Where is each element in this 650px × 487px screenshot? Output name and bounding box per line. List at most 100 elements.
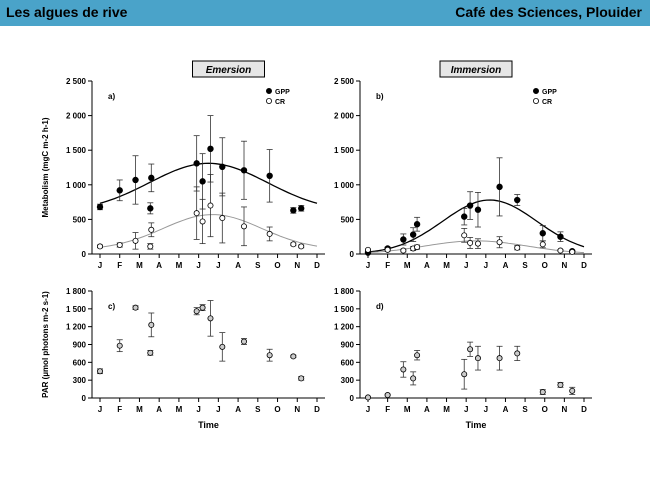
title-box	[192, 60, 265, 78]
panel-label: a)	[108, 92, 115, 101]
chart-panel-b: 0 500 1 000 1 500 2 000 2 500 J F M A M J J A S O N Db) Im…	[334, 60, 592, 270]
data-point-par	[400, 366, 407, 373]
data-point-cr	[569, 248, 576, 255]
x-tick-label: J	[366, 261, 370, 270]
data-point-gpp	[514, 196, 521, 204]
data-point-par	[414, 352, 421, 359]
data-point-par	[467, 346, 474, 353]
data-point-par	[496, 355, 503, 362]
x-tick-label: D	[314, 261, 320, 270]
y-axis-label: PAR (µmol photons m-2 s-1)	[41, 291, 50, 398]
y-tick-label: 600	[341, 358, 355, 367]
data-point-par	[557, 381, 564, 388]
y-tick-label: 900	[341, 341, 355, 350]
data-point-gpp	[219, 163, 226, 171]
x-tick-label: M	[443, 405, 450, 414]
data-point-cr	[364, 246, 371, 253]
x-tick-label: J	[484, 261, 488, 270]
data-point-gpp	[413, 221, 421, 228]
y-tick-label: 0	[350, 250, 355, 259]
x-tick-label: J	[98, 405, 102, 414]
data-point-cr	[116, 242, 123, 249]
y-tick-label: 1 500	[334, 305, 355, 314]
data-point-par	[298, 375, 305, 382]
data-point-par	[199, 304, 206, 311]
data-point-gpp	[539, 230, 546, 237]
x-tick-label: A	[503, 405, 509, 414]
data-point-cr	[241, 223, 248, 230]
x-tick-label: A	[503, 261, 509, 270]
x-tick-label: M	[136, 261, 143, 270]
x-tick-label: N	[561, 261, 567, 270]
data-point-gpp	[116, 187, 123, 194]
data-point-cr	[290, 241, 297, 248]
data-point-gpp	[466, 202, 474, 209]
legend-marker-gpp	[533, 88, 540, 95]
x-tick-label: N	[561, 405, 567, 414]
data-point-cr	[539, 241, 546, 248]
x-tick-label: J	[98, 261, 102, 270]
legend-marker-cr	[265, 98, 272, 105]
data-point-gpp	[298, 205, 305, 212]
y-tick-label: 0	[350, 394, 355, 403]
y-tick-label: 600	[73, 358, 87, 367]
y-tick-label: 1 500	[66, 146, 87, 155]
y-tick-label: 900	[73, 341, 87, 350]
legend-label-gpp: GPP	[542, 89, 557, 96]
data-point-gpp	[496, 183, 503, 191]
data-point-cr	[298, 243, 305, 250]
x-tick-label: O	[542, 261, 548, 270]
data-point-par	[539, 389, 546, 396]
fit-curve-cr	[99, 214, 318, 248]
data-point-cr	[400, 247, 407, 254]
x-tick-label: J	[464, 405, 468, 414]
data-point-par	[474, 355, 481, 362]
header-left-title: Les algues de rive	[6, 4, 128, 20]
title-box	[439, 60, 513, 78]
x-tick-label: D	[314, 405, 320, 414]
panel-label: c)	[108, 302, 115, 311]
data-point-par	[266, 352, 273, 359]
chart-panel-d: 0 300 600 900 1 200 1 500 1 800 J F M A M J J A S O N Dd) T…	[334, 287, 592, 430]
data-point-cr	[219, 215, 226, 222]
data-point-gpp	[148, 174, 155, 182]
x-tick-label: D	[581, 405, 587, 414]
x-tick-label: J	[196, 261, 200, 270]
x-tick-label: O	[542, 405, 548, 414]
data-point-par	[147, 349, 154, 356]
y-tick-label: 1 000	[334, 181, 355, 190]
data-point-gpp	[147, 205, 154, 212]
y-tick-label: 2 000	[334, 112, 355, 121]
x-tick-label: M	[443, 261, 450, 270]
data-point-gpp	[290, 207, 297, 214]
chart-title: Emersion	[206, 65, 252, 76]
x-tick-label: M	[404, 261, 411, 270]
y-tick-label: 300	[341, 376, 355, 385]
legend-marker-gpp	[265, 88, 272, 95]
x-tick-label: S	[522, 261, 528, 270]
y-tick-label: 2 500	[334, 77, 355, 86]
y-tick-label: 1 000	[66, 181, 87, 190]
data-point-cr	[147, 243, 154, 250]
data-point-cr	[514, 244, 521, 251]
data-point-par	[514, 350, 521, 357]
x-tick-label: J	[464, 261, 468, 270]
y-tick-label: 1 800	[66, 287, 87, 296]
y-tick-label: 1 800	[334, 287, 355, 296]
data-point-gpp	[240, 167, 248, 174]
x-tick-label: J	[196, 405, 200, 414]
data-point-gpp	[557, 233, 564, 240]
data-point-gpp	[193, 160, 200, 167]
data-point-gpp	[207, 145, 214, 153]
x-tick-label: J	[216, 405, 220, 414]
data-point-cr	[199, 218, 206, 225]
legend-label-cr: CR	[542, 99, 552, 106]
data-point-par	[290, 353, 297, 360]
data-point-gpp	[132, 176, 139, 184]
data-point-cr	[207, 202, 214, 209]
data-point-par	[461, 371, 468, 378]
data-point-par	[410, 375, 417, 382]
data-point-par	[116, 342, 123, 349]
header-banner: Les algues de rive Café des Sciences, Pl…	[0, 0, 650, 26]
y-axis-label: Metabolism (mgC m-2 h-1)	[41, 117, 50, 217]
